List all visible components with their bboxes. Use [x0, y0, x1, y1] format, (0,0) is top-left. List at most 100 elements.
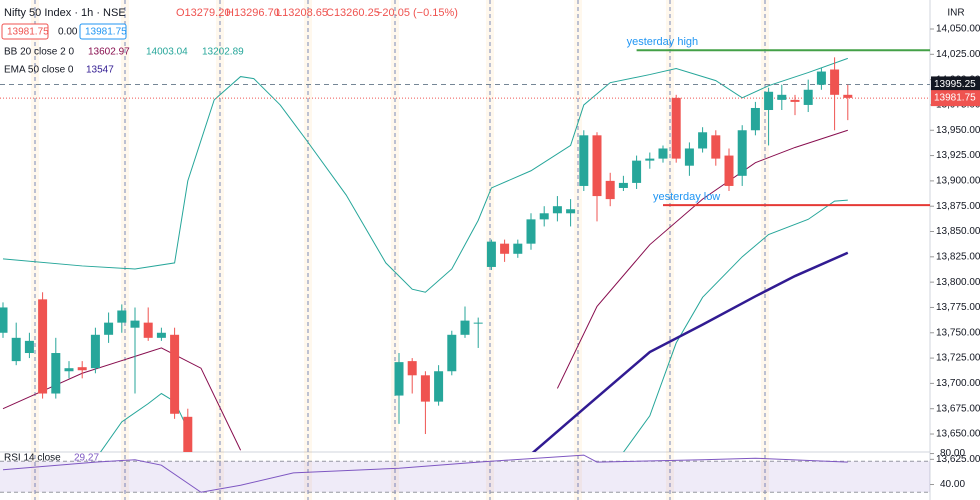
y-tick-label: 13,800.00	[936, 277, 980, 288]
candle-body	[420, 375, 430, 402]
indicator-value: 14003.04	[146, 47, 188, 58]
last-price-tag	[931, 90, 980, 107]
candle-body	[513, 243, 523, 254]
candle-body	[11, 337, 21, 362]
rsi-tick-label: 80.00	[940, 448, 965, 459]
bid-box[interactable]	[1, 23, 49, 40]
indicator-line	[99, 199, 848, 452]
candle-body	[632, 160, 642, 183]
rsi-label: RSI 14 close	[4, 453, 61, 464]
session-highlight	[391, 0, 399, 500]
candle-body	[790, 99, 800, 102]
y-tick-label: 13,875.00	[936, 201, 980, 212]
candle-body	[750, 107, 760, 131]
y-tick-label: 13,900.00	[936, 176, 980, 187]
session-breaks	[31, 0, 769, 500]
level-label: yesterday low	[653, 191, 720, 203]
candle-body	[473, 322, 483, 324]
candle-body	[605, 180, 615, 200]
indicator-line	[531, 251, 849, 452]
candle-body	[777, 94, 787, 100]
indicator-value: 13602.97	[88, 47, 130, 58]
legend: Nifty 50 Index · 1h · NSE O13279.20 H132…	[1, 7, 965, 464]
session-highlight	[574, 0, 582, 500]
candle-body	[183, 416, 193, 452]
candle-body	[539, 213, 549, 220]
change: −20.05 (−0.15%)	[376, 7, 458, 19]
rsi-band	[0, 461, 930, 493]
candle-body	[104, 322, 114, 335]
candle-body	[0, 307, 8, 333]
ask-box[interactable]	[79, 23, 127, 40]
candle-body	[156, 332, 166, 338]
candle-body	[658, 148, 668, 159]
crosshair-tag	[931, 76, 980, 93]
candle-body	[830, 69, 840, 95]
candle-body	[592, 135, 602, 197]
candle-body	[117, 310, 127, 323]
candle-body	[843, 94, 853, 98]
y-tick-label: 14,050.00	[936, 24, 980, 35]
session-highlight	[304, 0, 312, 500]
y-tick-label: 13,675.00	[936, 403, 980, 414]
ohlc: C13260.25	[326, 7, 380, 19]
candle-body	[38, 299, 48, 394]
y-tick-label: 13,925.00	[936, 150, 980, 161]
candle-body	[816, 71, 826, 85]
session-highlight	[666, 0, 674, 500]
session-highlight	[121, 0, 129, 500]
ohlc: L13208.65	[276, 7, 328, 19]
y-tick-label: 13,850.00	[936, 226, 980, 237]
rsi-tick-label: 40.00	[940, 479, 965, 490]
candle-body	[737, 130, 747, 176]
candle-body	[500, 243, 510, 254]
candle-body	[645, 158, 655, 161]
y-tick-label: 13,625.00	[936, 454, 980, 465]
session-highlight	[761, 0, 769, 500]
y-tick-label: 14,025.00	[936, 49, 980, 60]
candle-body	[394, 362, 404, 396]
candle-body	[407, 361, 417, 376]
session-highlight	[31, 0, 39, 500]
crosshair-tag-label: 13995.25	[934, 79, 976, 90]
spread: 0.00	[58, 27, 78, 38]
candle-body	[77, 367, 87, 371]
candle-body	[130, 320, 140, 328]
candle-body	[24, 340, 34, 354]
currency[interactable]: INR	[947, 8, 964, 19]
rsi-line	[2, 454, 848, 493]
symbol-title: Nifty 50 Index · 1h · NSE	[4, 7, 126, 19]
candle-body	[698, 132, 708, 149]
indicator-label: EMA 50 close 0	[4, 65, 74, 76]
candle-body	[724, 155, 734, 186]
rsi-value: 29.27	[74, 453, 99, 464]
candle-body	[143, 322, 153, 338]
y-tick-label: 13,825.00	[936, 251, 980, 262]
main-plot: yesterday high yesterday low	[0, 36, 930, 452]
candle-body	[64, 368, 74, 372]
candle-body	[170, 334, 180, 414]
candle-body	[526, 219, 536, 244]
candle-body	[460, 320, 470, 335]
ask: 13981.75	[85, 27, 127, 38]
y-tick-label: 13,700.00	[936, 378, 980, 389]
candle-body	[579, 135, 589, 186]
candle-body	[486, 241, 496, 267]
session-highlight	[216, 0, 224, 500]
candle-body	[764, 91, 774, 111]
candle-body	[671, 97, 681, 159]
indicator-value: 13202.89	[202, 47, 244, 58]
candle-body	[51, 353, 61, 394]
ohlc: H13296.70	[226, 7, 280, 19]
level-label: yesterday high	[627, 36, 699, 48]
y-tick-label: 13,950.00	[936, 125, 980, 136]
indicator-label: BB 20 close 2 0	[4, 47, 74, 58]
candle-body	[711, 135, 721, 159]
candle-body	[618, 182, 628, 188]
bid: 13981.75	[7, 27, 49, 38]
indicator-line	[2, 57, 848, 293]
indicator-value: 13547	[86, 65, 114, 76]
candle-body	[447, 334, 457, 372]
price-axis: 13,625.00 13,650.00 13,675.00 13,700.00 13,7…	[930, 24, 980, 490]
